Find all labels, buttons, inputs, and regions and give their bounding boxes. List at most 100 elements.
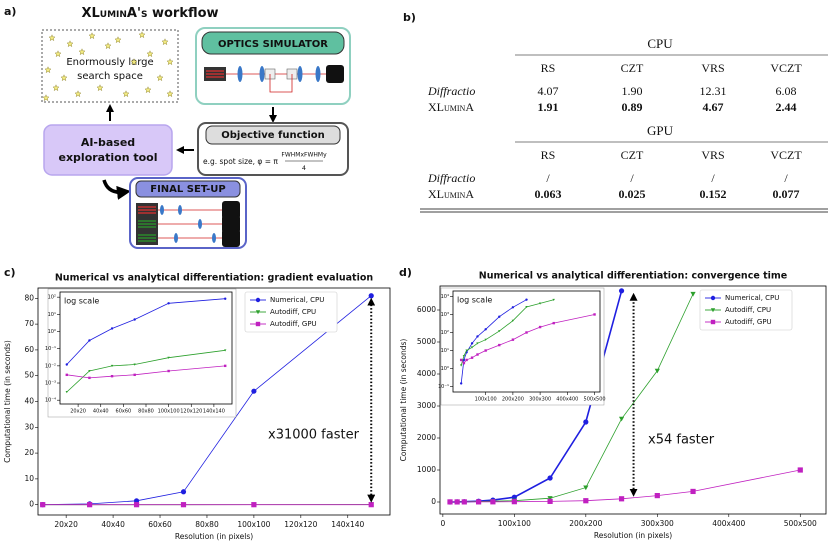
legend-label: Autodiff, CPU <box>270 308 316 316</box>
star-icon <box>54 50 62 58</box>
column-header: RS <box>541 148 556 162</box>
explorer-text: AI-based <box>81 136 135 149</box>
y-tick-label: 10⁻² <box>45 363 56 369</box>
star-icon <box>96 84 104 92</box>
table-cell: 4.07 <box>538 84 559 98</box>
section-title: CPU <box>647 36 673 51</box>
data-point <box>133 502 140 508</box>
data-point <box>476 499 482 505</box>
benchmark-table: b) CPU RS CZT VRS VCZT Diffractio 4.07 1.90 12.3… <box>403 11 828 213</box>
x-tick-label: 400x400 <box>712 519 745 528</box>
data-point <box>484 349 487 352</box>
data-point <box>65 363 68 366</box>
star-icon <box>74 90 82 98</box>
data-point <box>167 369 170 373</box>
camera-icon <box>222 201 240 219</box>
x-tick-label: 120x120 <box>284 520 317 529</box>
legend-label: Numerical, CPU <box>725 294 779 302</box>
lens-icon <box>160 205 164 215</box>
y-tick-label: 60 <box>24 345 34 354</box>
star-icon <box>42 94 50 102</box>
objective-header <box>205 125 341 145</box>
data-point <box>133 318 136 321</box>
panel-label: c) <box>4 266 16 279</box>
star-icon <box>122 90 130 98</box>
lens-icon <box>174 233 178 243</box>
data-point <box>690 488 696 495</box>
series-line <box>66 365 226 379</box>
row-label: Diffractio <box>427 84 475 98</box>
y-tick-label: 10⁻¹ <box>438 384 449 390</box>
data-point <box>224 297 227 300</box>
data-point <box>476 353 479 356</box>
star-icon <box>146 50 154 58</box>
y-tick-label: 80 <box>24 293 34 302</box>
x-tick-label: 140x140 <box>203 409 225 415</box>
star-icon <box>144 86 152 94</box>
data-point <box>88 339 91 342</box>
legend-box <box>244 291 338 333</box>
x-tick-label: 300x300 <box>529 397 551 403</box>
camera-icon <box>326 65 344 83</box>
data-point <box>454 499 460 505</box>
y-tick-label: 40 <box>24 397 34 406</box>
star-icon <box>88 32 96 40</box>
data-point <box>470 342 474 345</box>
x-tick-label: 500x500 <box>584 397 606 403</box>
data-point <box>593 313 596 316</box>
data-point <box>110 327 114 330</box>
y-tick-label: 6000 <box>417 305 436 314</box>
data-point <box>511 306 515 309</box>
y-tick-label: 10² <box>441 330 449 336</box>
series-line <box>66 349 226 393</box>
arrow <box>102 179 131 200</box>
explorer-box <box>43 124 173 176</box>
data-point <box>511 499 517 505</box>
legend-label: Autodiff, GPU <box>270 320 317 328</box>
camera-icon <box>222 229 240 247</box>
data-point <box>180 489 187 495</box>
inset-chart: 100x100 200x200 300x300 400x400 500x500 10⁻¹ 1… <box>438 290 606 403</box>
series-line <box>66 298 226 365</box>
data-point <box>133 373 136 377</box>
lens-icon <box>237 66 243 82</box>
annotation: x54 faster <box>648 433 715 448</box>
star-icon <box>138 31 146 39</box>
data-point <box>476 335 479 338</box>
data-point <box>583 419 589 425</box>
y-tick-label: 0 <box>29 500 34 509</box>
explorer-text: exploration tool <box>59 151 158 164</box>
data-point <box>511 494 517 500</box>
annotation: x31000 faster <box>268 428 360 443</box>
x-tick-label: 120x120 <box>180 409 202 415</box>
inset-label: log scale <box>457 296 492 305</box>
lens-icon <box>212 233 216 243</box>
column-header: VRS <box>701 148 724 162</box>
y-tick-label: 10 <box>24 474 34 483</box>
data-point <box>110 364 114 368</box>
x-tick-label: 20x20 <box>70 409 86 415</box>
panel-label: a) <box>4 5 16 18</box>
data-point <box>654 368 660 374</box>
chart-title: Numerical vs analytical differentiation:… <box>55 273 373 284</box>
row-label: XLuminA <box>428 100 474 114</box>
x-tick-label: 60x60 <box>116 409 132 415</box>
x-tick-label: 500x500 <box>784 519 817 528</box>
legend-label: Numerical, CPU <box>270 296 324 304</box>
data-point <box>484 328 487 331</box>
lens-icon <box>178 205 182 215</box>
data-point <box>538 302 542 305</box>
table-cell: 1.90 <box>622 84 643 98</box>
table-cell: / <box>546 171 550 185</box>
table-cell: 4.67 <box>703 100 724 114</box>
y-tick-label: 10¹ <box>441 348 449 354</box>
title-rest: workflow <box>152 6 219 21</box>
lens-icon <box>297 66 303 82</box>
data-point <box>618 496 625 502</box>
star-icon <box>156 74 164 82</box>
x-tick-label: 140x140 <box>331 520 364 529</box>
y-tick-label: 10³ <box>441 312 449 318</box>
x-tick-label: 200x200 <box>569 519 602 528</box>
simulator-header <box>201 31 345 55</box>
data-point <box>710 319 716 325</box>
